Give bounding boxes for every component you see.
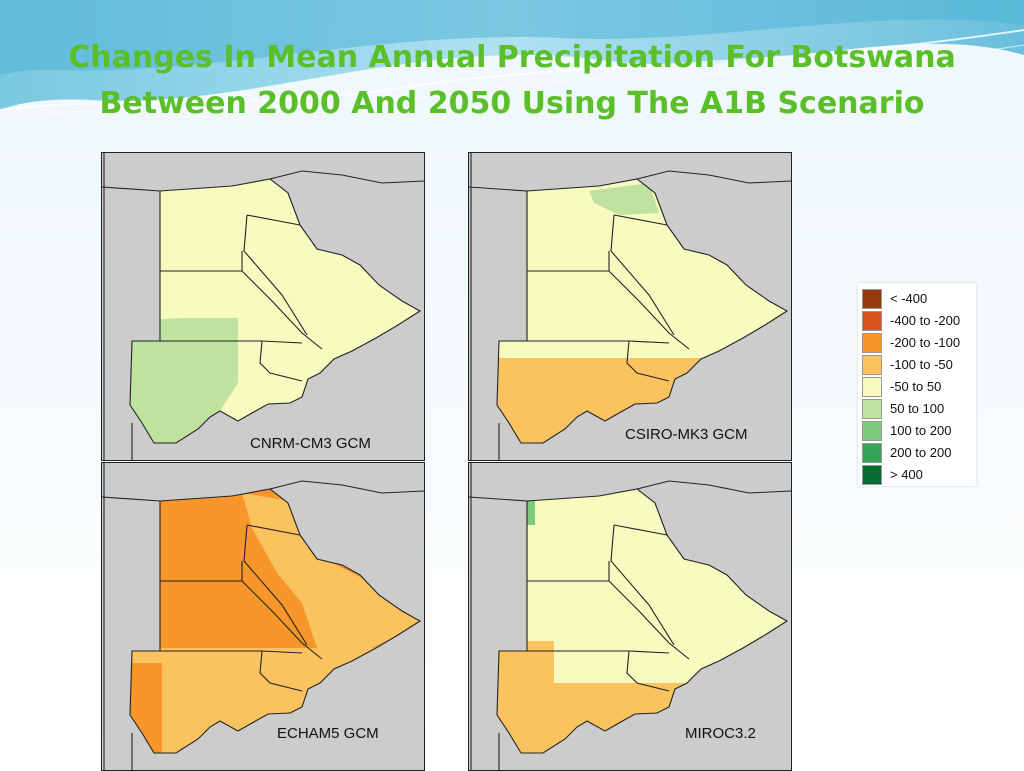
legend-swatch [862,355,882,375]
legend-item: -200 to -100 [862,333,974,353]
legend-item: -400 to -200 [862,311,974,331]
map-cnrm-cm3: CNRM-CM3 GCM [101,152,425,461]
legend-item: 100 to 200 [862,421,974,441]
legend-label: 100 to 200 [890,423,952,438]
legend-label: -200 to -100 [890,335,961,350]
map-label-csiro-mk3: CSIRO-MK3 GCM [625,426,748,443]
map-label-echam5: ECHAM5 GCM [277,725,379,742]
map-echam5: ECHAM5 GCM [101,462,425,771]
map-miroc32-svg [469,463,791,770]
legend-label: -400 to -200 [890,313,961,328]
legend-label: 50 to 100 [890,401,945,416]
legend-item: < -400 [862,289,974,309]
legend-label: > 400 [890,467,923,482]
legend: < -400 -400 to -200 -200 to -100 -100 to… [858,283,976,486]
map-miroc32: MIROC3.2 [468,462,792,771]
legend-label: < -400 [890,291,928,306]
map-cnrm-cm3-svg [102,153,424,460]
legend-item: -100 to -50 [862,355,974,375]
map-csiro-mk3-svg [469,153,791,460]
slide-title-line-1: Changes In Mean Annual Precipitation For… [68,40,956,75]
legend-swatch [862,465,882,485]
legend-item: 200 to 200 [862,443,974,463]
map-label-miroc32: MIROC3.2 [685,725,756,742]
legend-label: -100 to -50 [890,357,953,372]
legend-swatch [862,289,882,309]
legend-label: 200 to 200 [890,445,952,460]
legend-swatch [862,421,882,441]
legend-swatch [862,311,882,331]
legend-label: -50 to 50 [890,379,942,394]
legend-item: -50 to 50 [862,377,974,397]
legend-swatch [862,443,882,463]
legend-swatch [862,377,882,397]
map-label-cnrm-cm3: CNRM-CM3 GCM [250,435,371,452]
legend-item: > 400 [862,465,974,485]
legend-swatch [862,399,882,419]
slide-title-line-2: Between 2000 And 2050 Using The A1B Scen… [99,86,925,121]
map-echam5-svg [102,463,424,770]
legend-item: 50 to 100 [862,399,974,419]
legend-swatch [862,333,882,353]
map-csiro-mk3: CSIRO-MK3 GCM [468,152,792,461]
